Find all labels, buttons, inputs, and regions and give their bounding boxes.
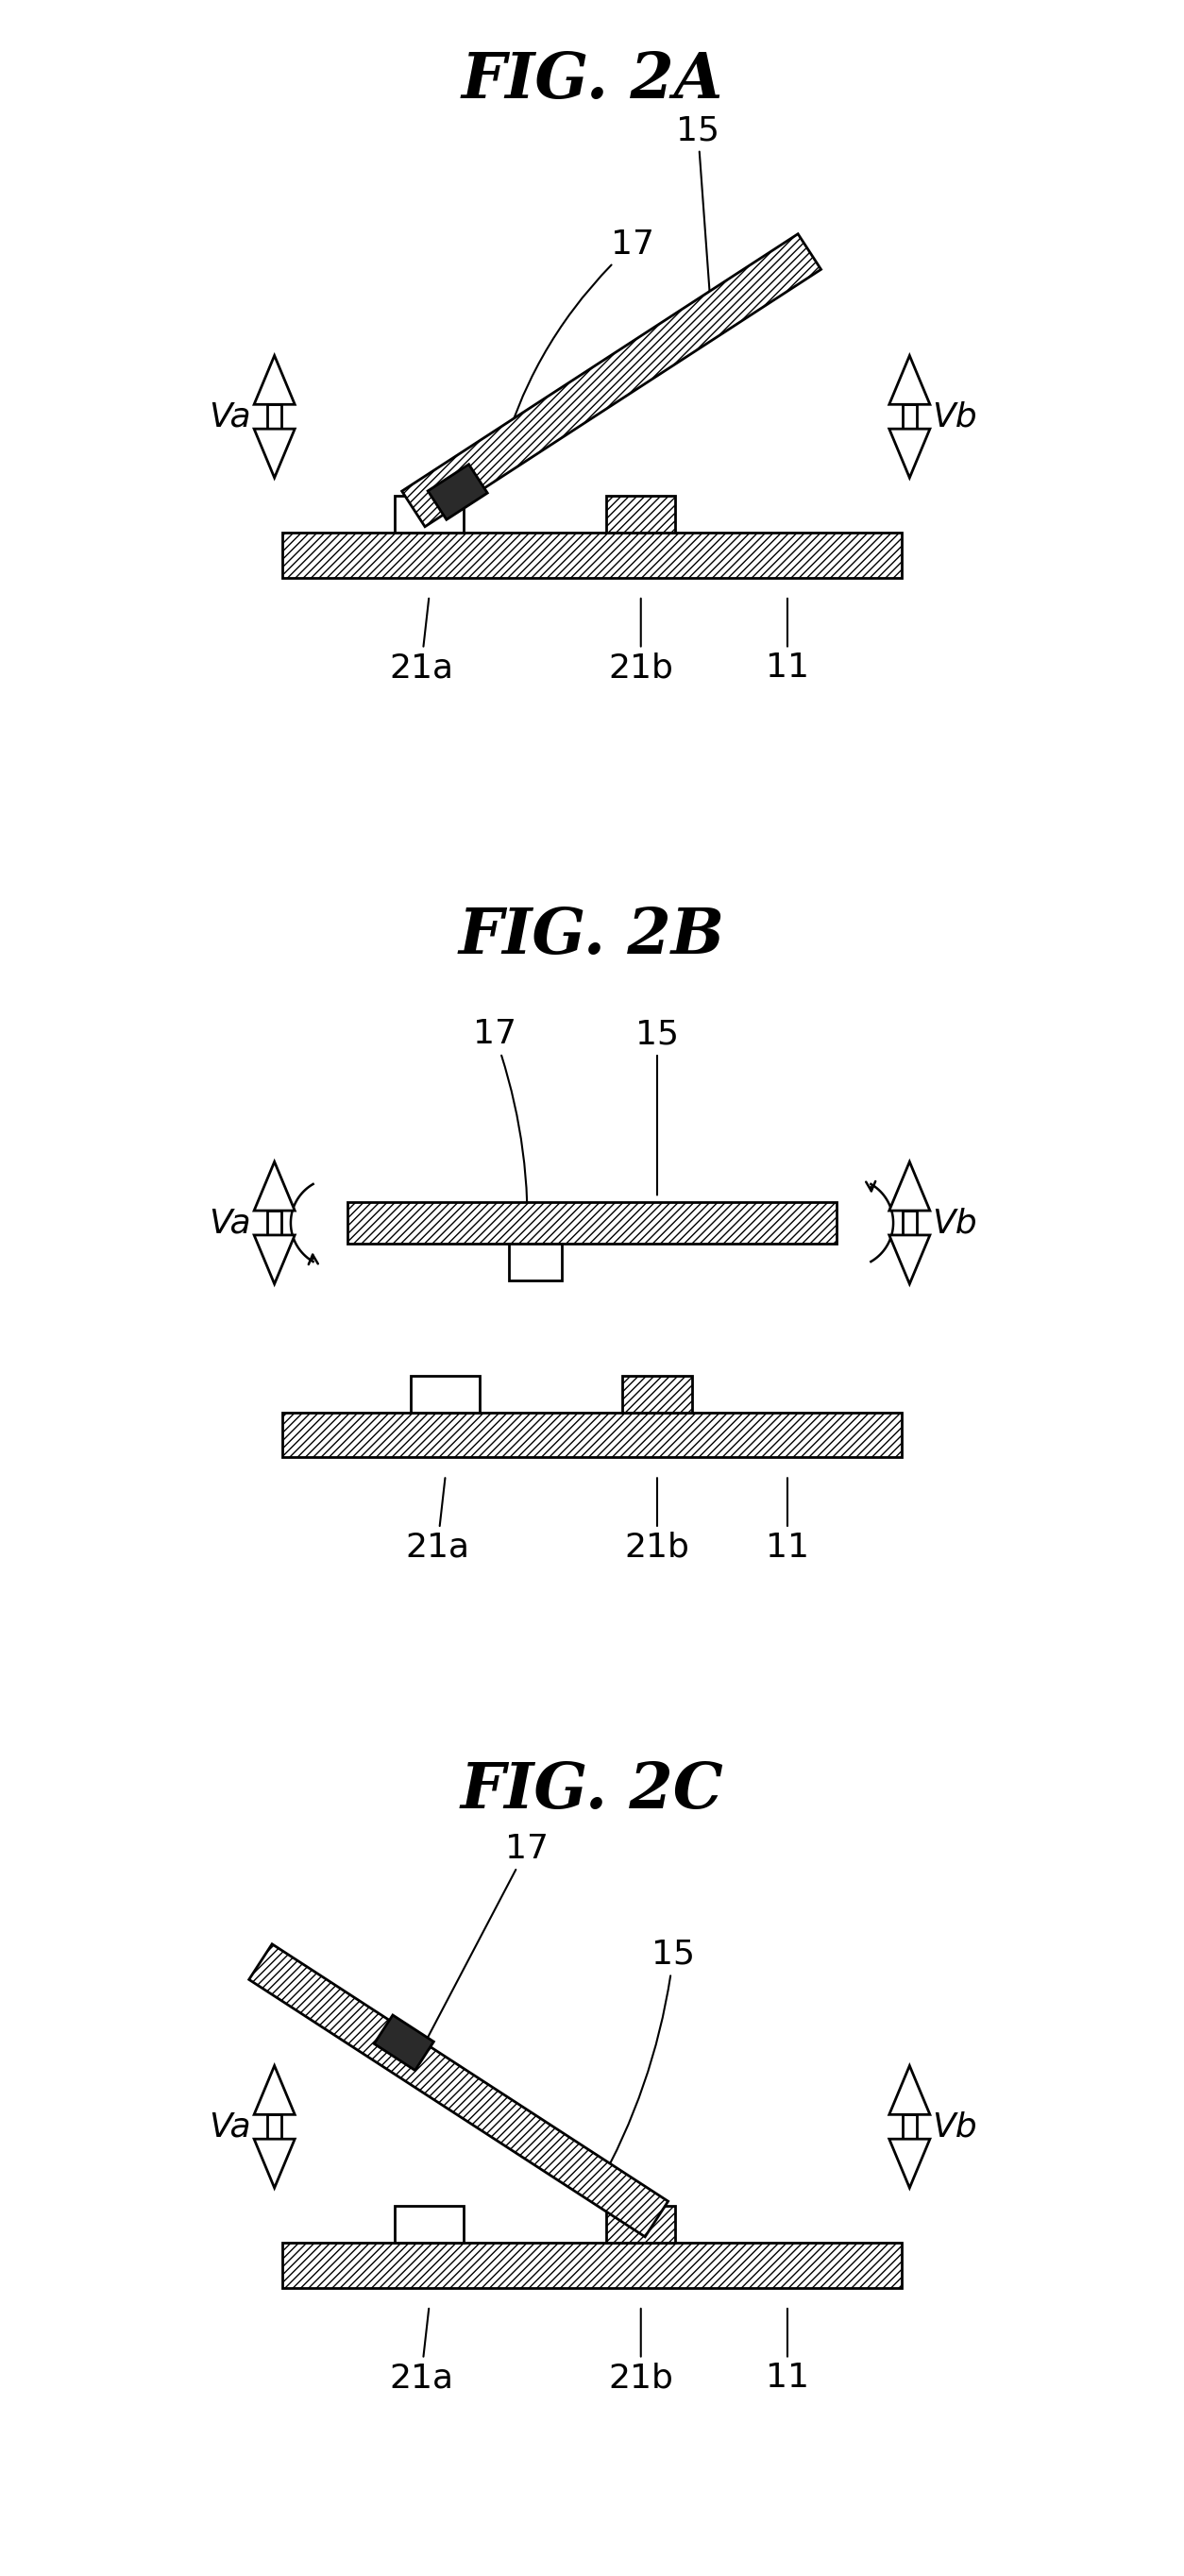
Polygon shape (889, 428, 929, 477)
Text: 11: 11 (766, 2308, 809, 2393)
Bar (268, 1211, 282, 1234)
Text: FIG. 2A: FIG. 2A (461, 49, 723, 111)
Polygon shape (427, 464, 488, 520)
Text: Va: Va (208, 2110, 251, 2143)
Text: 21b: 21b (609, 598, 674, 683)
Text: 17: 17 (498, 229, 655, 466)
Bar (283, 533, 901, 577)
Polygon shape (889, 1234, 929, 1283)
Bar (902, 404, 916, 428)
Text: Vb: Vb (932, 402, 977, 433)
Text: Vb: Vb (932, 2110, 977, 2143)
Polygon shape (255, 1162, 295, 1211)
Text: 15: 15 (598, 1937, 695, 2187)
Bar (394, 2205, 464, 2244)
Bar (606, 2205, 675, 2244)
Bar (394, 497, 464, 533)
Text: FIG. 2B: FIG. 2B (459, 904, 725, 966)
Text: 15: 15 (636, 1018, 678, 1195)
Bar (283, 1412, 901, 1458)
Polygon shape (255, 1234, 295, 1283)
Bar (623, 1376, 691, 1412)
Bar (411, 1376, 480, 1412)
Text: 15: 15 (676, 113, 720, 301)
Polygon shape (889, 355, 929, 404)
Bar (606, 497, 675, 533)
Polygon shape (889, 2066, 929, 2115)
Text: Vb: Vb (932, 1206, 977, 1239)
Polygon shape (374, 2014, 433, 2071)
Text: 11: 11 (766, 1479, 809, 1564)
Text: Va: Va (208, 1206, 251, 1239)
Text: 21a: 21a (405, 1479, 469, 1564)
Bar (902, 1211, 916, 1234)
Polygon shape (889, 2138, 929, 2187)
Text: 21b: 21b (609, 2308, 674, 2393)
Bar (509, 1244, 561, 1280)
Bar (268, 2115, 282, 2138)
Bar (902, 2115, 916, 2138)
Polygon shape (889, 1162, 929, 1211)
Text: 17: 17 (472, 1018, 528, 1249)
Text: 11: 11 (766, 598, 809, 683)
Polygon shape (401, 234, 821, 526)
Text: Va: Va (208, 402, 251, 433)
Text: 17: 17 (425, 1832, 548, 2043)
Text: FIG. 2C: FIG. 2C (461, 1759, 723, 1821)
Bar (268, 404, 282, 428)
Polygon shape (255, 2066, 295, 2115)
Bar (283, 2244, 901, 2287)
Text: 21a: 21a (388, 2308, 453, 2393)
Polygon shape (255, 355, 295, 404)
Polygon shape (255, 428, 295, 477)
Text: 21a: 21a (388, 598, 453, 683)
Polygon shape (255, 2138, 295, 2187)
Text: 21b: 21b (625, 1479, 689, 1564)
Polygon shape (249, 1945, 668, 2236)
Bar (348, 1200, 836, 1244)
